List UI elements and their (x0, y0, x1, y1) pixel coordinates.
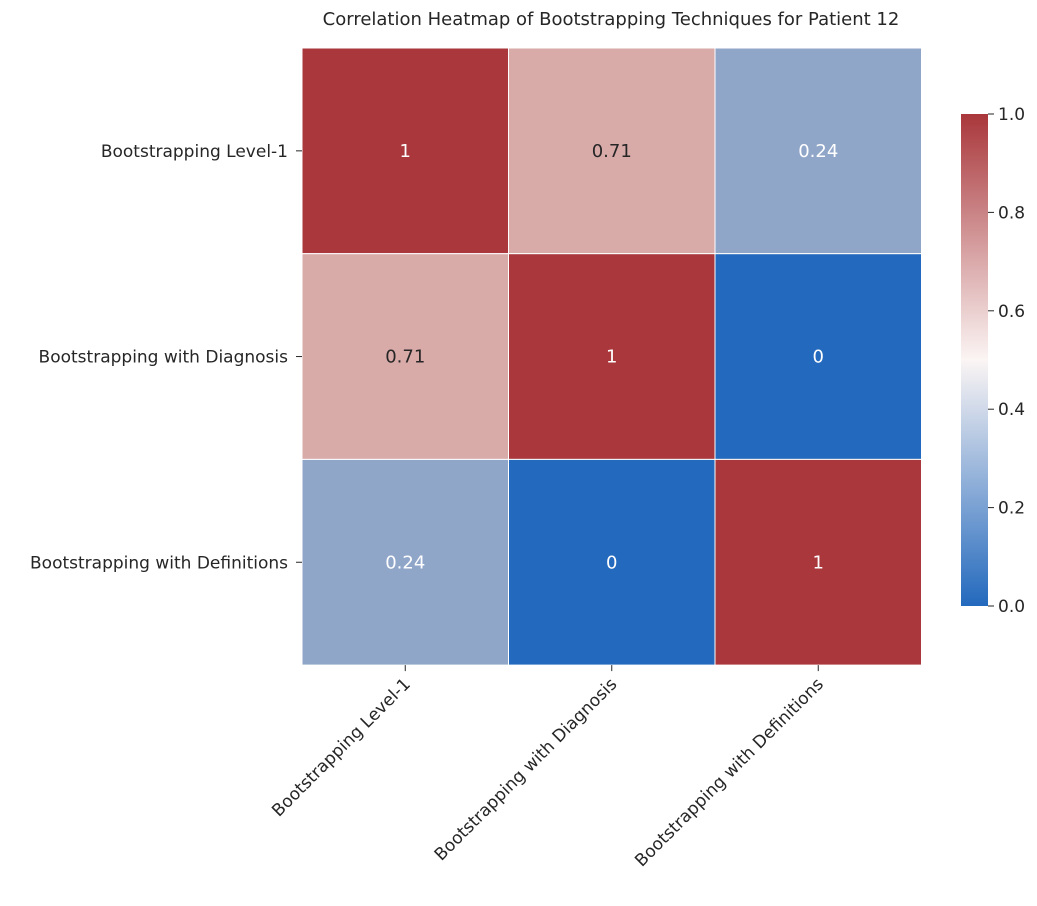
colorbar-tick-label: 0.0 (998, 597, 1025, 617)
heatmap-cell (714, 47, 922, 255)
cell-annotation: 1 (606, 347, 617, 368)
heatmap-cell (301, 253, 509, 460)
row-label: Bootstrapping with Definitions (30, 553, 288, 573)
heatmap-cells (301, 47, 922, 666)
heatmap-cell (301, 458, 509, 666)
cell-annotation: 0.24 (798, 141, 838, 162)
row-labels: Bootstrapping Level-1 Bootstrapping with … (30, 142, 302, 573)
colorbar-tick-label: 0.6 (998, 302, 1025, 322)
colorbar-tick-label: 0.4 (998, 400, 1025, 420)
colorbar-tick-label: 0.2 (998, 499, 1025, 519)
column-label: Bootstrapping with Diagnosis (431, 674, 622, 865)
colorbar-tick-label: 1.0 (998, 105, 1025, 125)
cell-annotation: 1 (400, 141, 411, 162)
row-label: Bootstrapping with Diagnosis (39, 348, 289, 368)
column-label: Bootstrapping Level-1 (268, 674, 414, 820)
heatmap-cell (508, 458, 716, 666)
heatmap-cell (508, 47, 716, 255)
heatmap-cell (301, 47, 509, 255)
cell-annotation: 0.71 (385, 347, 425, 368)
colorbar-gradient (961, 114, 988, 606)
heatmap-cell (508, 253, 716, 460)
cell-annotation: 0.24 (385, 552, 425, 573)
colorbar-tick-label: 0.8 (998, 203, 1025, 223)
row-label: Bootstrapping Level-1 (101, 142, 288, 162)
colorbar (961, 114, 988, 606)
chart-title: Correlation Heatmap of Bootstrapping Tec… (323, 9, 900, 30)
column-labels: Bootstrapping Level-1 Bootstrapping with … (268, 665, 828, 871)
cell-annotation: 0 (606, 552, 617, 573)
column-label: Bootstrapping with Definitions (631, 674, 828, 871)
heatmap-cell (714, 253, 922, 460)
colorbar-ticks: 0.0 0.2 0.4 0.6 0.8 1.0 (988, 105, 1025, 617)
cell-annotation: 0 (813, 347, 824, 368)
cell-annotations: 1 0.71 0.24 0.71 1 0 0.24 0 1 (385, 141, 838, 573)
cell-annotation: 0.71 (592, 141, 632, 162)
cell-annotation: 1 (813, 552, 824, 573)
